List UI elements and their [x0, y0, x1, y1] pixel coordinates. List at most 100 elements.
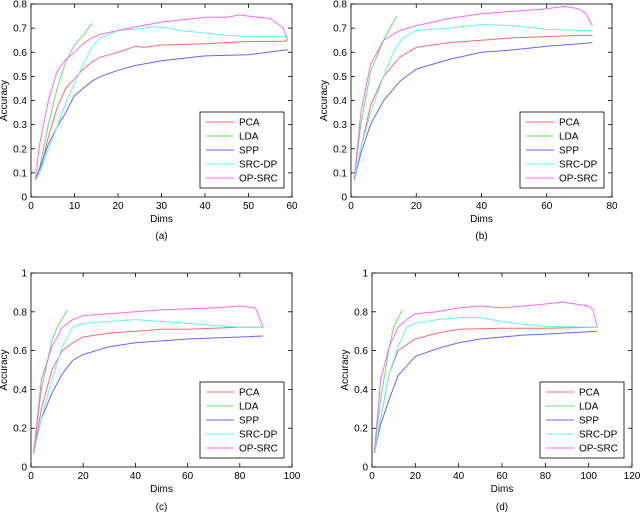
x-axis-label: Dims: [470, 214, 493, 225]
x-tick-label: 50: [243, 201, 255, 212]
x-axis-label: Dims: [491, 484, 514, 495]
legend-label: PCA: [239, 388, 260, 399]
x-tick-label: 40: [476, 201, 488, 212]
series-line-pca: [34, 39, 288, 181]
legend: PCA LDA SPP SRC-DP OP-SRC: [519, 111, 605, 189]
y-axis-label: Accuracy: [319, 80, 330, 121]
legend: PCA LDA SPP SRC-DP OP-SRC: [199, 381, 285, 459]
x-tick-label: 120: [624, 471, 640, 482]
x-tick-label: 40: [453, 471, 465, 482]
y-tick-label: 0.5: [333, 72, 347, 83]
x-axis-label: Dims: [150, 484, 173, 495]
series-line-op-src: [373, 301, 598, 454]
legend: PCA LDA SPP SRC-DP OP-SRC: [539, 381, 625, 459]
subplot-a: 0 10 20 30 40 50 60 0 0.1 0.2 0.3 0.4 0.5 0.6 0.7 0.8 Di…: [0, 0, 298, 242]
x-tick-label: 0: [369, 471, 375, 482]
series-line-src-dp: [34, 26, 288, 181]
y-tick-label: 0.3: [13, 120, 27, 131]
y-tick-label: 0.5: [13, 72, 27, 83]
x-tick-label: 40: [130, 471, 142, 482]
series-line-spp: [353, 42, 593, 181]
x-tick-label: 100: [580, 471, 597, 482]
y-tick-label: 0.6: [333, 48, 347, 59]
subplot-b: 0 20 40 60 80 0 0.1 0.2 0.3 0.4 0.5 0.6 0.7 0.8 Dims Ac…: [319, 0, 618, 242]
y-tick-label: 0.2: [13, 424, 27, 435]
legend-label: LDA: [239, 402, 259, 413]
y-axis-label: Accuracy: [340, 349, 351, 390]
series-line-op-src: [353, 5, 593, 181]
x-tick-label: 20: [112, 201, 124, 212]
series-line-lda: [34, 23, 93, 181]
legend-label: PCA: [559, 118, 580, 129]
x-tick-label: 80: [606, 201, 618, 212]
y-tick-label: 0.6: [354, 346, 368, 357]
y-tick-label: 0.4: [13, 96, 27, 107]
x-tick-label: 60: [541, 201, 553, 212]
x-tick-label: 80: [234, 471, 246, 482]
legend-label: LDA: [559, 132, 579, 143]
series-line-op-src: [33, 305, 264, 454]
subplot-caption: (d): [496, 502, 508, 513]
x-tick-label: 10: [69, 201, 81, 212]
legend-label: SRC-DP: [239, 430, 278, 441]
y-tick-label: 0.4: [13, 385, 27, 396]
y-axis-label: Accuracy: [0, 80, 10, 121]
legend-label: SPP: [239, 146, 259, 157]
x-tick-label: 60: [286, 201, 298, 212]
legend-label: PCA: [579, 388, 600, 399]
y-tick-label: 0.4: [333, 96, 347, 107]
y-tick-label: 0.7: [333, 24, 347, 35]
x-tick-label: 20: [78, 471, 90, 482]
x-tick-label: 40: [199, 201, 211, 212]
series-line-spp: [373, 330, 598, 454]
y-tick-label: 0.3: [333, 120, 347, 131]
x-tick-label: 60: [182, 471, 194, 482]
legend-label: LDA: [239, 132, 259, 143]
subplot-caption: (a): [155, 231, 167, 242]
x-tick-label: 20: [410, 471, 422, 482]
y-tick-label: 0: [362, 463, 368, 474]
y-tick-label: 0.1: [333, 168, 347, 179]
series-line-spp: [34, 49, 288, 181]
y-tick-label: 1: [362, 269, 368, 280]
x-tick-label: 0: [28, 471, 34, 482]
series-line-op-src: [34, 14, 289, 181]
y-tick-label: 0.7: [13, 24, 27, 35]
series-line-pca: [353, 34, 593, 181]
y-tick-label: 0.2: [354, 424, 368, 435]
legend-label: OP-SRC: [579, 444, 618, 455]
legend-label: OP-SRC: [239, 174, 278, 185]
y-tick-label: 0.8: [354, 307, 368, 318]
series-line-lda: [33, 309, 68, 454]
subplot-caption: (c): [156, 502, 168, 513]
y-tick-label: 0.6: [13, 346, 27, 357]
legend-label: SRC-DP: [579, 430, 618, 441]
y-tick-label: 0: [21, 463, 27, 474]
legend-label: SRC-DP: [559, 160, 598, 171]
x-tick-label: 100: [284, 471, 301, 482]
y-tick-label: 0.8: [333, 0, 347, 11]
x-tick-label: 30: [156, 201, 168, 212]
y-tick-label: 0.6: [13, 48, 27, 59]
y-tick-label: 0: [341, 193, 347, 204]
subplot-d: 0 20 40 60 80 100 120 0 0.2 0.4 0.6 0.8 1 Dims Accurac…: [340, 269, 640, 514]
y-tick-label: 0.1: [13, 168, 27, 179]
y-tick-label: 0.2: [13, 144, 27, 155]
legend-label: LDA: [579, 402, 599, 413]
legend-label: SRC-DP: [239, 160, 278, 171]
y-tick-label: 0: [21, 193, 27, 204]
x-tick-label: 60: [496, 471, 508, 482]
series-line-pca: [33, 326, 264, 454]
y-tick-label: 0.4: [354, 385, 368, 396]
legend-label: SPP: [579, 416, 599, 427]
series-line-src-dp: [353, 23, 593, 181]
y-tick-label: 0.8: [13, 307, 27, 318]
legend-label: SPP: [239, 416, 259, 427]
series-line-src-dp: [33, 319, 264, 454]
x-tick-label: 80: [540, 471, 552, 482]
x-tick-label: 0: [28, 201, 34, 212]
y-tick-label: 0.2: [333, 144, 347, 155]
legend-label: SPP: [559, 146, 579, 157]
legend-label: PCA: [239, 118, 260, 129]
